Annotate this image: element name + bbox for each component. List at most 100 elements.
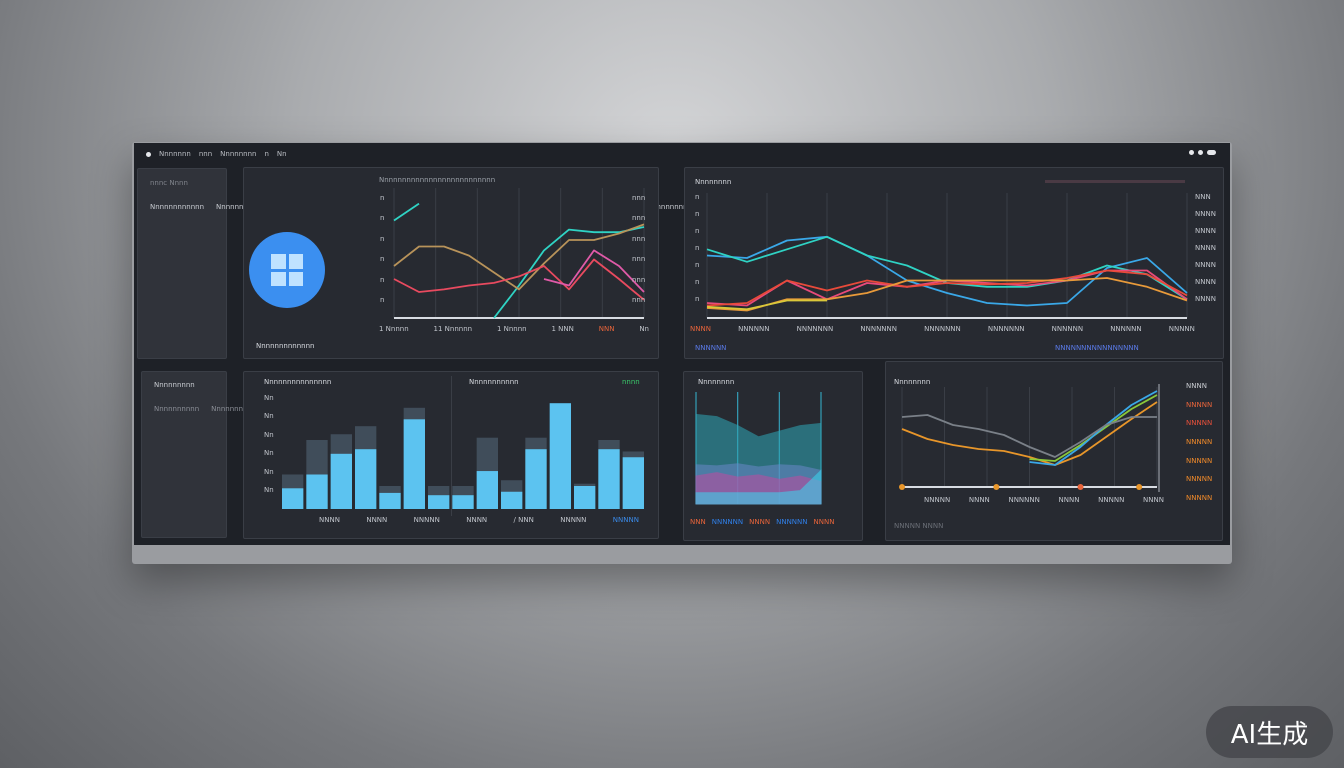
sidebar-item[interactable]: Nnnnnnnnnn	[154, 405, 200, 413]
side-label: NNNNN	[1186, 493, 1213, 502]
status-dot-icon[interactable]	[1198, 150, 1203, 155]
footer-link[interactable]: NNNNNN	[695, 344, 727, 352]
x-tick-label: NNNN	[466, 516, 488, 524]
bar	[549, 403, 571, 509]
x-tick-label: NNNNNN	[1051, 325, 1084, 333]
x-tick-label: NNNNNNN	[796, 325, 834, 333]
topbar-item[interactable]: Nnnnnnnn	[220, 150, 257, 158]
panel-stacked: Nnnnnnnn NNN NNNNNN NNNN NNNNNN NNNN	[683, 371, 863, 541]
y-tick-label: n	[380, 295, 385, 304]
divider	[451, 376, 452, 516]
panel-trends: Nnnnnnnn NNNN NNNNNN NNNNNNN NNNNNNN NNNNNNN…	[684, 167, 1224, 359]
x-tick-label: NNNN	[1142, 496, 1164, 504]
side-label: NNNNN	[1186, 475, 1213, 484]
footer-link[interactable]: NNNNNNNNNNNNNNNN	[1055, 344, 1139, 352]
marker-point	[1136, 484, 1143, 490]
toggle-icon[interactable]	[1207, 150, 1216, 155]
sidebar-item[interactable]: Nnnnnnnnnn	[642, 203, 688, 211]
y-tick-label: NNNN	[1195, 244, 1216, 252]
y-tick-label: Nn	[264, 467, 274, 476]
y-tick-label: nnn	[632, 194, 646, 202]
y-tick-label: n	[380, 275, 385, 284]
status-dot-icon[interactable]	[1189, 150, 1194, 155]
sidebar-item[interactable]: Nnnnnnnnnnn	[211, 405, 261, 413]
x-tick-label: NNNNN	[1168, 325, 1195, 333]
scroll-track[interactable]	[1158, 384, 1160, 492]
x-tick-label: 11 Nnnnnn	[433, 325, 473, 333]
series-line	[543, 249, 645, 293]
y-tick-label: nnn	[632, 275, 646, 284]
x-tick-label: NNNNN	[1098, 496, 1125, 504]
y-tick-label: Nn	[264, 412, 274, 421]
bar	[476, 471, 498, 509]
series-line	[706, 277, 1188, 312]
sidebar-bottom: Nnnnnnnnn Nnnnnnnnnn Nnnnnnnnnnn Nnnnnnnnn…	[141, 371, 643, 538]
x-tick-label: NNN	[598, 325, 615, 333]
sidebar-item[interactable]: Nnnnnnnnnnnn	[150, 203, 205, 211]
side-label: NNNNN	[1186, 456, 1213, 465]
x-tick-label: NNNNNN	[1110, 325, 1142, 333]
bar	[574, 486, 596, 509]
legend-item: NNN	[690, 518, 706, 526]
series-line	[706, 299, 827, 311]
series-line	[1029, 394, 1158, 462]
x-tick-label: NNNNNN	[738, 325, 770, 333]
area-band	[695, 469, 822, 505]
sidebar-title: nnnc Nnnn	[150, 179, 188, 187]
sidebar-title: Nnnnnnnnn	[154, 381, 195, 389]
x-tick-label: NNNNN	[560, 516, 587, 524]
topbar-item[interactable]: nnn	[198, 150, 213, 158]
x-tick-label: 1 Nnnnn	[379, 325, 409, 333]
series-line	[1029, 390, 1158, 466]
x-tick-label: Nn	[639, 325, 649, 333]
app-logo-icon	[249, 232, 325, 308]
top-bar: Nnnnnnn nnn Nnnnnnnn n Nn	[134, 143, 1230, 165]
y-tick-label: nnn	[632, 255, 646, 264]
menu-icon[interactable]	[146, 151, 151, 157]
series-line	[901, 414, 1157, 458]
y-tick-label: Nn	[264, 430, 274, 439]
window-controls	[1189, 150, 1216, 155]
chart-title: Nnnnnnnnnnnnnnn	[264, 378, 332, 386]
bar	[622, 457, 644, 509]
chart-title: Nnnnnnnn	[698, 378, 735, 386]
bar-chart	[282, 403, 644, 509]
topbar-item[interactable]: Nnnnnnn	[159, 150, 191, 158]
sidebar-item[interactable]: Nnnnnnnnnn	[216, 203, 262, 211]
y-tick-label: nnn	[632, 295, 646, 304]
panel-forecast: Nnnnnnnn NNNNN NNNN NNNNNN NNNN NNNNN NNNN NN…	[885, 361, 1223, 541]
panel-bars: Nnnnnnnnnnnnnnn Nnnnnnnnnnn nnnn NNNN NNN…	[243, 371, 659, 539]
bar	[306, 474, 328, 509]
y-tick-label: n	[695, 295, 700, 303]
y-tick-label: Nn	[264, 394, 274, 402]
x-tick-label: NNNN	[690, 325, 711, 333]
side-label: NNNNN	[1186, 437, 1213, 446]
legend-item: NNNN	[813, 518, 835, 526]
x-tick-label: NNNN	[366, 516, 388, 524]
series-line	[393, 223, 645, 291]
side-label: NNNNN	[1186, 400, 1213, 409]
y-tick-label: NNNN	[1195, 210, 1216, 218]
topbar-item[interactable]: Nn	[276, 150, 287, 158]
line-chart-forecast	[899, 387, 1158, 490]
y-tick-label: NNNN	[1195, 278, 1216, 286]
topbar-item[interactable]: n	[264, 150, 269, 158]
y-tick-label: NNN	[1195, 193, 1211, 201]
series-line	[901, 401, 1158, 466]
x-tick-label: / NNN	[513, 516, 534, 524]
ai-generated-badge: AI生成	[1206, 706, 1333, 758]
y-tick-label: n	[695, 278, 700, 286]
series-line	[706, 269, 1188, 307]
legend-item: NNNN	[749, 518, 771, 526]
chart-title: Nnnnnnnnnnn	[469, 378, 519, 386]
y-tick-label: n	[380, 234, 385, 243]
bar	[598, 449, 620, 509]
x-tick-label: NNNNNN	[1008, 496, 1040, 504]
x-tick-label: NNNNN	[924, 496, 951, 504]
series-line	[393, 202, 645, 319]
line-chart-overview	[393, 188, 645, 319]
bar	[525, 449, 547, 509]
area-chart	[695, 392, 822, 505]
y-tick-label: n	[380, 255, 385, 264]
bar	[403, 419, 425, 509]
